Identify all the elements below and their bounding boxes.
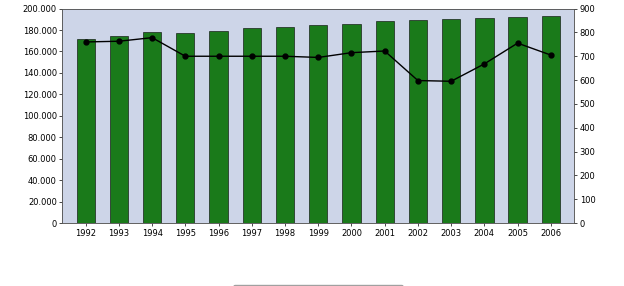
Bar: [376, 21, 394, 223]
Bar: [409, 20, 427, 223]
Bar: [176, 33, 195, 223]
Bar: [442, 19, 461, 223]
Bar: [309, 25, 328, 223]
Bar: [276, 27, 294, 223]
Bar: [77, 39, 95, 223]
Bar: [343, 23, 361, 223]
Bar: [542, 16, 560, 223]
Bar: [143, 32, 161, 223]
Legend: POPULAÇÃO TOTAL, LEITOS: POPULAÇÃO TOTAL, LEITOS: [233, 285, 403, 286]
Bar: [509, 17, 527, 223]
Bar: [210, 31, 228, 223]
Bar: [475, 18, 494, 223]
Bar: [110, 36, 128, 223]
Bar: [243, 28, 261, 223]
